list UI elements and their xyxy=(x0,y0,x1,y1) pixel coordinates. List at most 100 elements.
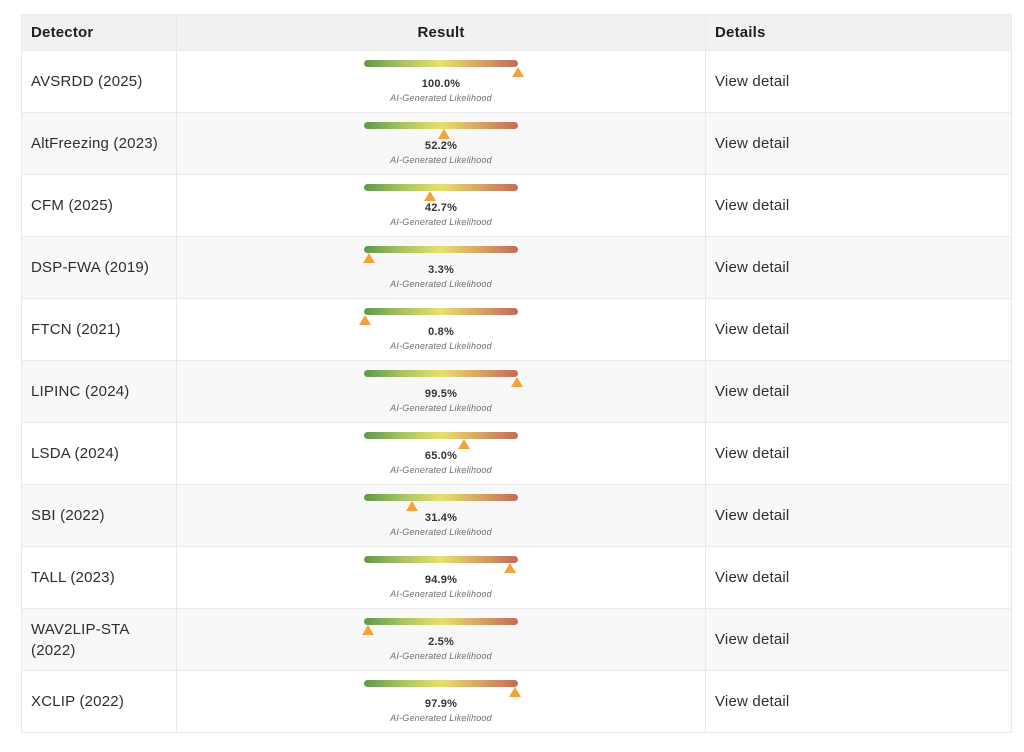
table-row: AVSRDD (2025) 100.0% AI-Generated Likeli… xyxy=(21,50,1012,113)
view-detail-link[interactable]: View detail xyxy=(715,569,790,586)
gradient-bar xyxy=(364,184,518,191)
likelihood-value: 3.3% xyxy=(428,264,454,276)
detector-name: CFM (2025) xyxy=(21,174,177,237)
likelihood-value: 97.9% xyxy=(424,698,458,710)
gradient-bar xyxy=(364,60,518,67)
detector-name: XCLIP (2022) xyxy=(21,670,177,733)
marker-triangle-icon xyxy=(504,563,517,573)
likelihood-value: 2.5% xyxy=(428,636,454,648)
details-cell: View detail xyxy=(705,50,1012,113)
marker-triangle-icon xyxy=(512,67,524,77)
likelihood-meter: 3.3% AI-Generated Likelihood xyxy=(363,246,518,289)
likelihood-value: 52.2% xyxy=(424,140,458,152)
view-detail-link[interactable]: View detail xyxy=(715,197,790,214)
details-cell: View detail xyxy=(705,112,1012,175)
likelihood-caption: AI-Generated Likelihood xyxy=(390,341,492,351)
col-header-result: Result xyxy=(176,14,706,51)
gradient-bar xyxy=(364,494,518,501)
likelihood-meter: 52.2% AI-Generated Likelihood xyxy=(364,122,518,165)
likelihood-meter: 2.5% AI-Generated Likelihood xyxy=(361,618,518,661)
details-cell: View detail xyxy=(705,484,1012,547)
view-detail-link[interactable]: View detail xyxy=(715,445,790,462)
gradient-bar xyxy=(364,122,518,129)
likelihood-value: 31.4% xyxy=(424,512,458,524)
result-cell: 100.0% AI-Generated Likelihood xyxy=(176,50,706,113)
likelihood-meter: 97.9% AI-Generated Likelihood xyxy=(364,680,521,723)
marker-triangle-icon xyxy=(363,253,376,263)
view-detail-link[interactable]: View detail xyxy=(715,135,790,152)
table-row: DSP-FWA (2019) 3.3% AI-Generated Likelih… xyxy=(21,236,1012,299)
result-cell: 3.3% AI-Generated Likelihood xyxy=(176,236,706,299)
view-detail-link[interactable]: View detail xyxy=(715,321,790,338)
detector-name: WAV2LIP-STA (2022) xyxy=(21,608,177,671)
likelihood-meter: 31.4% AI-Generated Likelihood xyxy=(364,494,518,537)
details-cell: View detail xyxy=(705,174,1012,237)
likelihood-value: 99.5% xyxy=(424,388,458,400)
details-cell: View detail xyxy=(705,546,1012,609)
detector-name: SBI (2022) xyxy=(21,484,177,547)
result-cell: 2.5% AI-Generated Likelihood xyxy=(176,608,706,671)
details-cell: View detail xyxy=(705,422,1012,485)
likelihood-meter: 99.5% AI-Generated Likelihood xyxy=(364,370,524,413)
table-row: FTCN (2021) 0.8% AI-Generated Likelihood… xyxy=(21,298,1012,361)
detector-name: TALL (2023) xyxy=(21,546,177,609)
detector-name: FTCN (2021) xyxy=(21,298,177,361)
gradient-bar xyxy=(364,308,518,315)
table-body: AVSRDD (2025) 100.0% AI-Generated Likeli… xyxy=(21,50,1012,733)
view-detail-link[interactable]: View detail xyxy=(715,383,790,400)
likelihood-caption: AI-Generated Likelihood xyxy=(390,403,492,413)
result-cell: 97.9% AI-Generated Likelihood xyxy=(176,670,706,733)
gradient-bar xyxy=(364,618,518,625)
marker-triangle-icon xyxy=(361,625,374,635)
view-detail-link[interactable]: View detail xyxy=(715,631,790,648)
likelihood-caption: AI-Generated Likelihood xyxy=(390,651,492,661)
likelihood-caption: AI-Generated Likelihood xyxy=(390,527,492,537)
gradient-bar xyxy=(364,370,518,377)
result-cell: 31.4% AI-Generated Likelihood xyxy=(176,484,706,547)
likelihood-meter: 0.8% AI-Generated Likelihood xyxy=(359,308,518,351)
table-row: XCLIP (2022) 97.9% AI-Generated Likeliho… xyxy=(21,670,1012,733)
view-detail-link[interactable]: View detail xyxy=(715,507,790,524)
likelihood-value: 65.0% xyxy=(424,450,458,462)
result-cell: 99.5% AI-Generated Likelihood xyxy=(176,360,706,423)
detector-name: LSDA (2024) xyxy=(21,422,177,485)
view-detail-link[interactable]: View detail xyxy=(715,693,790,710)
table-row: AltFreezing (2023) 52.2% AI-Generated Li… xyxy=(21,112,1012,175)
result-cell: 94.9% AI-Generated Likelihood xyxy=(176,546,706,609)
details-cell: View detail xyxy=(705,236,1012,299)
detector-name: DSP-FWA (2019) xyxy=(21,236,177,299)
marker-triangle-icon xyxy=(423,191,436,201)
likelihood-caption: AI-Generated Likelihood xyxy=(390,93,492,103)
likelihood-meter: 94.9% AI-Generated Likelihood xyxy=(364,556,518,599)
gradient-bar xyxy=(364,556,518,563)
marker-triangle-icon xyxy=(508,687,521,697)
details-cell: View detail xyxy=(705,608,1012,671)
gradient-bar xyxy=(364,246,518,253)
table-row: LIPINC (2024) 99.5% AI-Generated Likelih… xyxy=(21,360,1012,423)
details-cell: View detail xyxy=(705,670,1012,733)
likelihood-meter: 65.0% AI-Generated Likelihood xyxy=(364,432,518,475)
table-row: SBI (2022) 31.4% AI-Generated Likelihood… xyxy=(21,484,1012,547)
view-detail-link[interactable]: View detail xyxy=(715,259,790,276)
likelihood-caption: AI-Generated Likelihood xyxy=(390,217,492,227)
table-header-row: Detector Result Details xyxy=(21,14,1012,51)
col-header-detector: Detector xyxy=(21,14,177,51)
likelihood-value: 0.8% xyxy=(428,326,454,338)
details-cell: View detail xyxy=(705,298,1012,361)
likelihood-caption: AI-Generated Likelihood xyxy=(390,465,492,475)
col-header-details: Details xyxy=(705,14,1012,51)
result-cell: 65.0% AI-Generated Likelihood xyxy=(176,422,706,485)
likelihood-caption: AI-Generated Likelihood xyxy=(390,155,492,165)
detector-name: LIPINC (2024) xyxy=(21,360,177,423)
detector-results-table: Detector Result Details AVSRDD (2025) 10… xyxy=(21,14,1012,733)
table-row: LSDA (2024) 65.0% AI-Generated Likelihoo… xyxy=(21,422,1012,485)
result-cell: 52.2% AI-Generated Likelihood xyxy=(176,112,706,175)
detector-name: AVSRDD (2025) xyxy=(21,50,177,113)
result-cell: 42.7% AI-Generated Likelihood xyxy=(176,174,706,237)
table-row: TALL (2023) 94.9% AI-Generated Likelihoo… xyxy=(21,546,1012,609)
marker-triangle-icon xyxy=(359,315,372,325)
marker-triangle-icon xyxy=(406,501,419,511)
view-detail-link[interactable]: View detail xyxy=(715,73,790,90)
gradient-bar xyxy=(364,680,518,687)
